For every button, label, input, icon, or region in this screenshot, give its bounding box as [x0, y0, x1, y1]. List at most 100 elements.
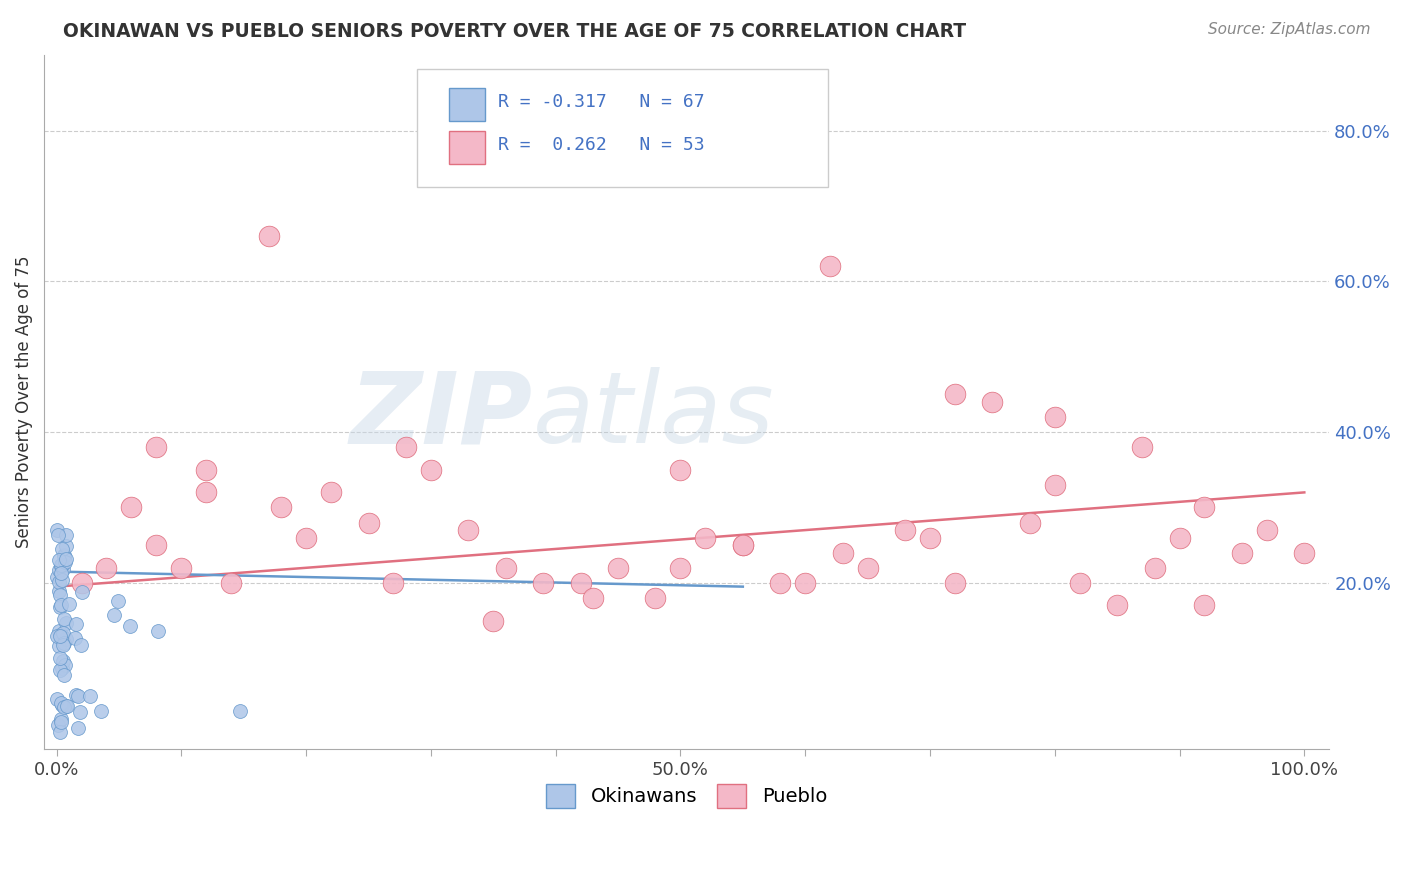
Point: [120, 500, 142, 515]
Point: [53, 658, 76, 673]
Point: [1143, 561, 1166, 575]
Point: [395, 440, 418, 454]
Point: [58, 597, 80, 611]
Point: [51, 661, 73, 675]
Point: [52, 654, 75, 668]
Point: [51, 558, 73, 573]
Point: [382, 575, 405, 590]
Point: [69, 705, 91, 719]
Point: [1043, 478, 1066, 492]
Point: [79, 690, 101, 704]
Point: [1256, 523, 1278, 537]
Point: [55, 698, 77, 713]
Point: [65, 689, 87, 703]
Point: [1043, 410, 1066, 425]
Point: [419, 463, 441, 477]
Point: [569, 575, 592, 590]
Point: [769, 575, 792, 590]
Point: [53, 555, 76, 569]
Point: [981, 395, 1004, 409]
Point: [229, 704, 252, 718]
Text: R =  0.262   N = 53: R = 0.262 N = 53: [498, 136, 704, 154]
Point: [96, 561, 118, 575]
Point: [51, 541, 73, 556]
Point: [1069, 575, 1091, 590]
Point: [51, 698, 73, 712]
Point: [51, 714, 73, 729]
FancyBboxPatch shape: [416, 69, 828, 187]
Point: [46, 523, 69, 537]
Point: [270, 500, 292, 515]
Point: [145, 538, 167, 552]
Point: [219, 575, 242, 590]
Point: [48, 563, 70, 577]
Point: [943, 387, 966, 401]
Point: [49, 566, 72, 581]
Point: [357, 516, 380, 530]
Point: [943, 575, 966, 590]
Point: [644, 591, 666, 605]
Point: [195, 463, 218, 477]
Point: [48, 584, 70, 599]
Point: [1294, 546, 1316, 560]
Point: [48, 553, 70, 567]
Point: [295, 531, 318, 545]
Point: [1107, 599, 1129, 613]
Point: [66, 721, 89, 735]
Point: [70, 575, 93, 590]
Point: [51, 712, 73, 726]
Point: [48, 528, 70, 542]
Point: [49, 588, 72, 602]
Point: [51, 558, 73, 572]
Point: [90, 704, 112, 718]
Point: [55, 540, 77, 554]
Point: [53, 699, 76, 714]
Point: [51, 696, 73, 710]
Bar: [449, 87, 485, 121]
Point: [607, 561, 630, 575]
Point: [49, 558, 72, 573]
Point: [49, 629, 72, 643]
Point: [918, 531, 941, 545]
Point: [52, 612, 75, 626]
Bar: [449, 131, 485, 164]
Point: [55, 528, 77, 542]
Point: [55, 698, 77, 713]
Text: ZIP: ZIP: [350, 368, 533, 465]
Point: [1168, 531, 1191, 545]
Point: [46, 718, 69, 732]
Point: [319, 485, 342, 500]
Point: [48, 600, 70, 615]
Point: [46, 570, 69, 584]
Point: [818, 259, 841, 273]
Point: [55, 616, 77, 631]
Point: [195, 485, 218, 500]
Point: [48, 624, 70, 639]
Point: [495, 561, 517, 575]
Point: [66, 690, 89, 704]
Point: [695, 531, 717, 545]
Point: [48, 639, 70, 653]
Text: atlas: atlas: [533, 368, 775, 465]
Point: [49, 651, 72, 665]
Point: [46, 691, 69, 706]
Point: [51, 573, 73, 587]
Point: [582, 591, 605, 605]
Point: [45, 629, 67, 643]
Point: [482, 614, 505, 628]
Point: [118, 618, 141, 632]
Point: [669, 463, 692, 477]
Y-axis label: Seniors Poverty Over the Age of 75: Seniors Poverty Over the Age of 75: [15, 256, 32, 549]
Point: [894, 523, 917, 537]
Point: [53, 668, 76, 682]
Point: [55, 632, 77, 646]
Point: [457, 523, 479, 537]
Point: [70, 638, 93, 652]
Point: [70, 584, 93, 599]
Point: [49, 725, 72, 739]
Point: [52, 549, 75, 563]
Point: [669, 561, 692, 575]
Point: [731, 538, 754, 552]
Point: [53, 636, 76, 650]
Point: [1130, 440, 1153, 454]
